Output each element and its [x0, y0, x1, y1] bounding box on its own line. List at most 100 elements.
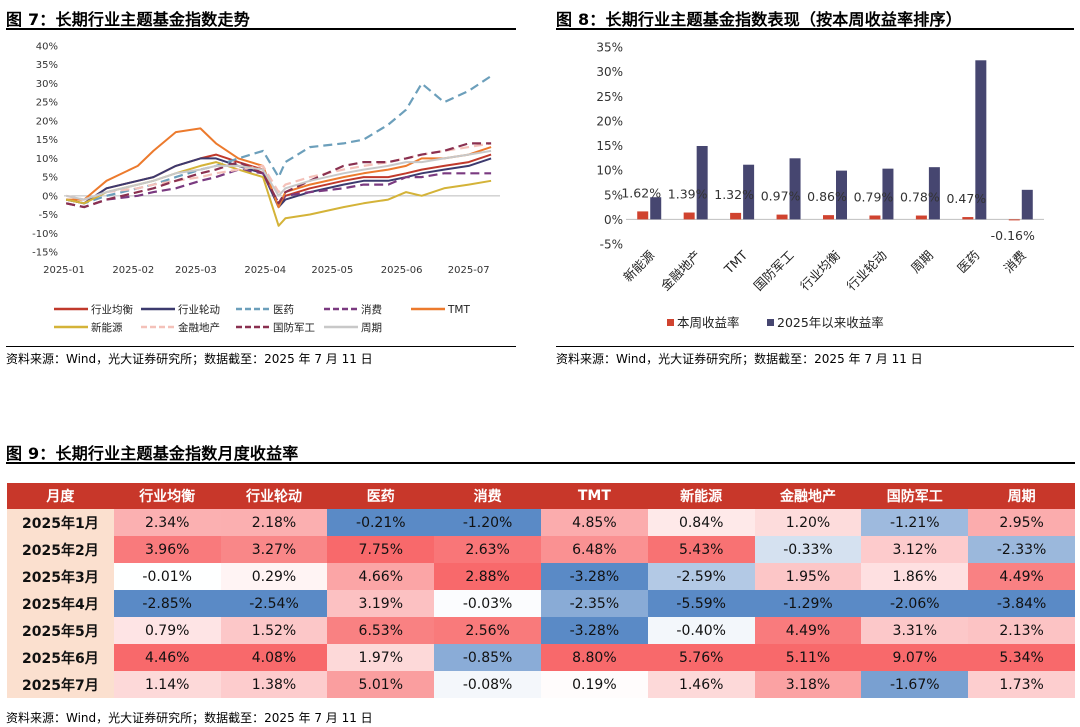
table-cell: 3.19%: [327, 590, 435, 617]
table-header-cell: 行业均衡: [113, 483, 221, 509]
fig8-legend-label: 本周收益率: [677, 315, 740, 330]
fig8-bar-chart: 35% 30% 25% 20% 15% 10% 5% 0% -5% 1.62% 新能源 1.39% 金融…: [596, 41, 1044, 330]
table-cell: -0.01%: [113, 563, 221, 590]
fig8-bar-weekly: [730, 212, 742, 220]
fig7-legend-label: 国防军工: [273, 321, 315, 334]
fig7-y-tick-label: 0%: [42, 191, 58, 202]
table-cell: -1.67%: [861, 671, 969, 698]
fig8-bar-weekly: [683, 212, 695, 220]
fig7-y-tick-label: 20%: [36, 116, 58, 127]
fig8-bar-ytd: [696, 145, 708, 220]
fig7-y-tick-label: -15%: [32, 248, 58, 259]
fig8-bar-ytd: [836, 170, 847, 220]
table-cell: -2.35%: [540, 590, 648, 617]
table-cell: -0.21%: [327, 509, 435, 536]
table-row: 2025年6月 4.46% 4.08% 1.97% -0.85% 8.80% 5.76% 5.…: [7, 644, 1075, 671]
fig7-title: 图 7：长期行业主题基金指数走势: [6, 10, 250, 29]
fig8-data-label: 0.79%: [854, 189, 894, 204]
table-row: 2025年1月 2.34% 2.18% -0.21% -1.20% 4.85% 0.84% 1…: [7, 509, 1075, 536]
table-cell: 2.13%: [968, 617, 1075, 644]
fig7-x-tick-label: 2025-06: [381, 265, 423, 276]
fig8-data-label: 0.97%: [761, 189, 801, 204]
fig7-legend-label: 消费: [361, 303, 382, 316]
fig8-y-tick-label: 25%: [596, 90, 623, 104]
fig7-y-tick-label: 25%: [36, 98, 58, 109]
fig7-y-tick-label: 35%: [36, 60, 58, 71]
table-header-row: 月度 行业均衡 行业轮动 医药 消费 TMT 新能源 金融地产 国防军工 周期: [7, 483, 1075, 509]
fig7-legend-label: TMT: [447, 304, 470, 316]
table-cell: -5.59%: [647, 590, 755, 617]
fig7-x-tick-label: 2025-01: [43, 265, 85, 276]
fig8-bar-ytd: [789, 158, 801, 220]
table-cell: 1.14%: [113, 671, 221, 698]
table-cell: -0.03%: [434, 590, 541, 617]
table-cell: 4.85%: [540, 509, 648, 536]
table-row-month: 2025年5月: [7, 617, 114, 644]
fig9-source: 资料来源：Wind，光大证券研究所；数据截至：2025 年 7 月 11 日: [6, 711, 373, 725]
fig7-series-line: [65, 142, 492, 201]
fig7-x-tick-label: 2025-07: [448, 265, 490, 276]
fig8-y-tick-label: 5%: [604, 188, 623, 202]
table-row-month: 2025年2月: [7, 536, 114, 563]
fig8-bar-weekly: [637, 211, 649, 220]
fig7-series-line: [65, 168, 492, 209]
table-header-cell: 行业轮动: [220, 483, 328, 509]
fig8-legend-label: 2025年以来收益率: [777, 315, 884, 330]
table-header-cell: 新能源: [647, 483, 755, 509]
table-cell: 0.29%: [220, 563, 328, 590]
fig8-bar-weekly: [776, 214, 788, 220]
table-cell: 3.12%: [861, 536, 969, 563]
table-cell: 3.31%: [861, 617, 969, 644]
fig8-title-rule: [556, 28, 1074, 30]
fig7-x-tick-label: 2025-05: [311, 265, 353, 276]
table-cell: 6.53%: [327, 617, 435, 644]
fig7-title-rule: [6, 28, 516, 30]
fig9-heatmap-table: 月度 行业均衡 行业轮动 医药 消费 TMT 新能源 金融地产 国防军工 周期 2025年1月 2.…: [7, 483, 1075, 698]
fig8-y-tick-label: -5%: [600, 238, 623, 252]
fig8-data-label: 1.62%: [621, 185, 661, 200]
table-body: 2025年1月 2.34% 2.18% -0.21% -1.20% 4.85% 0.84% 1…: [7, 509, 1075, 698]
table-cell: -1.20%: [434, 509, 541, 536]
table-cell: 2.88%: [434, 563, 541, 590]
table-cell: 5.11%: [754, 644, 862, 671]
table-cell: 1.86%: [861, 563, 969, 590]
fig7-series-line: [65, 142, 492, 209]
table-cell: -3.84%: [968, 590, 1075, 617]
fig8-data-label: 0.86%: [807, 189, 847, 204]
table-cell: -2.33%: [968, 536, 1075, 563]
table-header-cell: 金融地产: [754, 483, 862, 509]
fig8-bar-weekly: [915, 215, 927, 220]
fig8-title: 图 8：长期行业主题基金指数表现（按本周收益率排序）: [556, 10, 962, 29]
table-cell: 0.84%: [647, 509, 755, 536]
table-cell: 6.48%: [540, 536, 648, 563]
table-cell: 3.27%: [220, 536, 328, 563]
fig7-source: 资料来源：Wind，光大证券研究所；数据截至：2025 年 7 月 11 日: [6, 352, 373, 366]
fig8-data-label: 0.78%: [900, 190, 940, 205]
table-cell: 1.52%: [220, 617, 328, 644]
fig8-category-label: 国防军工: [751, 248, 797, 294]
fig8-bar-ytd: [1021, 189, 1033, 220]
table-cell: 5.34%: [968, 644, 1075, 671]
table-cell: 1.20%: [754, 509, 862, 536]
table-cell: 1.97%: [327, 644, 435, 671]
fig8-legend-swatch: [767, 319, 774, 326]
fig8-category-label: 消费: [1001, 248, 1029, 276]
table-cell: 3.18%: [754, 671, 862, 698]
fig7-x-tick-label: 2025-02: [112, 265, 154, 276]
table-header-cell: 医药: [327, 483, 435, 509]
table-cell: 8.80%: [540, 644, 648, 671]
table-row: 2025年4月 -2.85% -2.54% 3.19% -0.03% -2.35% -5.5…: [7, 590, 1075, 617]
table-cell: 4.08%: [220, 644, 328, 671]
table-cell: -0.85%: [434, 644, 541, 671]
table-cell: 4.49%: [754, 617, 862, 644]
table-header-cell: 月度: [7, 483, 114, 509]
table-row: 2025年5月 0.79% 1.52% 6.53% 2.56% -3.28% -0.40% 4…: [7, 617, 1075, 644]
fig8-data-label: 1.32%: [714, 187, 754, 202]
table-header-cell: TMT: [540, 483, 648, 509]
fig8-bar-weekly: [823, 215, 834, 220]
fig7-series-line: [66, 127, 492, 209]
fig7-series-line: [65, 149, 492, 201]
fig8-bar-weekly: [962, 217, 974, 220]
table-cell: 2.95%: [968, 509, 1075, 536]
fig8-y-tick-label: 10%: [596, 164, 623, 178]
